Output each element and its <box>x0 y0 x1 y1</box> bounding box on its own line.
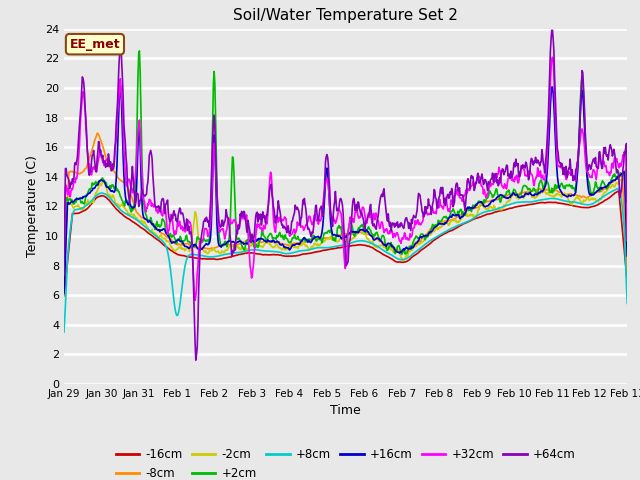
Y-axis label: Temperature (C): Temperature (C) <box>26 156 39 257</box>
Text: EE_met: EE_met <box>70 37 120 51</box>
Title: Soil/Water Temperature Set 2: Soil/Water Temperature Set 2 <box>233 9 458 24</box>
X-axis label: Time: Time <box>330 405 361 418</box>
Legend: -16cm, -8cm, -2cm, +2cm, +8cm, +16cm, +32cm, +64cm: -16cm, -8cm, -2cm, +2cm, +8cm, +16cm, +3… <box>111 444 580 480</box>
